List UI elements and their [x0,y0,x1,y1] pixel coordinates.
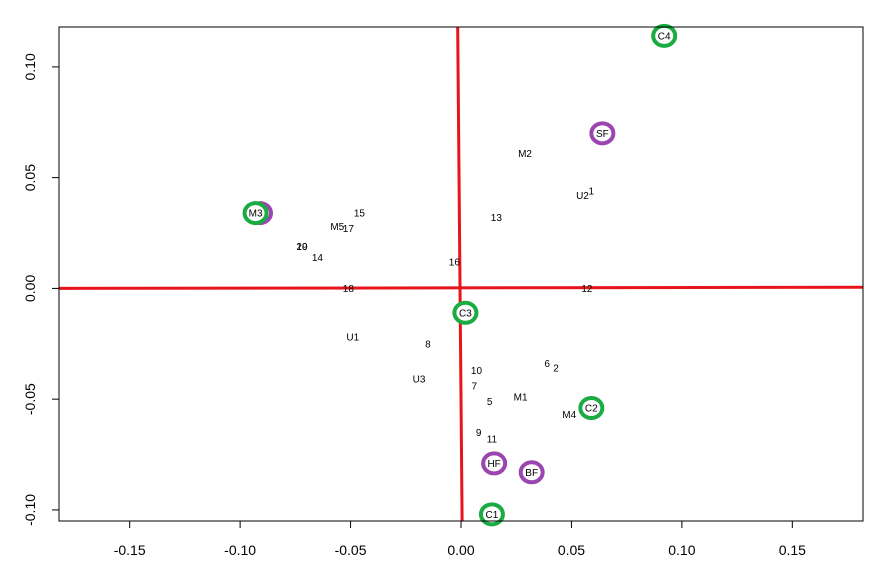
point-label-13: 13 [491,213,503,224]
x-axis: -0.15 -0.10 -0.05 0.00 0.05 0.10 0.15 [114,521,806,558]
point-label-u3: U3 [413,375,426,386]
x-tick-label: 0.05 [558,542,585,558]
point-label-17: 17 [343,224,355,235]
point-label-20: 20 [296,242,308,253]
point-label-m3: M3 [249,209,263,220]
reference-lines [58,26,864,522]
point-label-10: 10 [471,366,483,377]
point-label-19: 19 [296,242,308,253]
circle-marker-hf [481,451,508,476]
x-tick-label: 0.10 [668,542,695,558]
circle-label-c2: C2 [585,404,598,415]
point-label-16: 16 [449,257,461,268]
point-label-m1: M1 [514,392,528,403]
point-label-5: 5 [487,397,493,408]
x-tick-label: 0.15 [779,542,806,558]
circle-label-bf: BF [525,468,538,479]
y-tick-label: 0.05 [22,164,38,191]
circle-label-c4: C4 [658,31,671,42]
point-label-7: 7 [471,381,477,392]
circle-marker-unlabeled-8 [242,201,269,226]
y-tick-label: -0.10 [22,494,38,526]
point-label-12: 12 [581,284,593,295]
point-label-2: 2 [553,364,559,375]
point-label-6: 6 [544,359,550,370]
circle-label-sf: SF [596,129,609,140]
point-label-m4: M4 [562,410,576,421]
point-label-9: 9 [476,428,482,439]
point-label-1: 1 [589,186,595,197]
point-label-15: 15 [354,209,366,220]
x-tick-label: -0.10 [224,542,256,558]
x-tick-label: 0.00 [447,542,474,558]
circled-points: C4 SF C3 C2 HF BF C1 [242,23,678,527]
point-label-u1: U1 [346,333,359,344]
y-axis: -0.10 -0.05 0.00 0.05 0.10 [22,53,59,526]
point-label-14: 14 [312,253,324,264]
circle-marker-bf [518,460,545,485]
point-label-8: 8 [425,339,431,350]
vertical-reference-line [456,26,464,522]
point-label-m5: M5 [330,222,344,233]
point-label-u2: U2 [576,191,589,202]
circle-label-c3: C3 [459,308,472,319]
point-label-m2: M2 [518,149,532,160]
circle-marker-c4 [651,23,678,48]
circle-label-c1: C1 [486,510,499,521]
circle-marker-sf [589,121,616,146]
x-tick-label: -0.15 [114,542,146,558]
circle-marker-c1 [478,502,505,527]
y-tick-label: -0.05 [22,383,38,415]
y-tick-label: 0.00 [22,275,38,302]
y-tick-label: 0.10 [22,53,38,80]
point-label-18: 18 [343,284,355,295]
circle-marker-c3 [452,300,479,325]
point-label-11: 11 [487,435,498,446]
circle-label-hf: HF [487,459,500,470]
x-tick-label: -0.05 [335,542,367,558]
circle-marker-c2 [578,396,605,421]
